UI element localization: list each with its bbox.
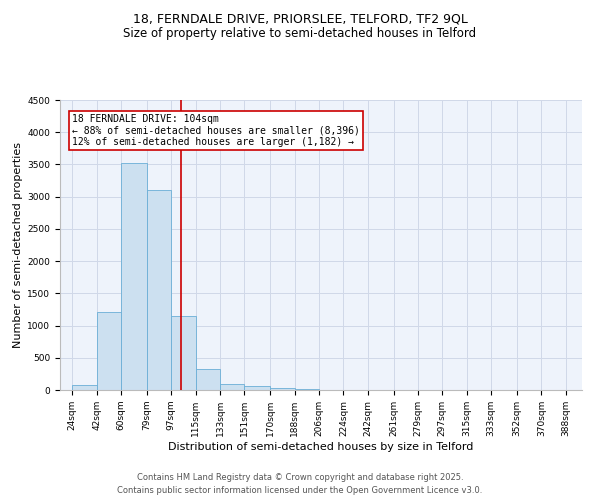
Text: Distribution of semi-detached houses by size in Telford: Distribution of semi-detached houses by … bbox=[169, 442, 473, 452]
Text: 18 FERNDALE DRIVE: 104sqm
← 88% of semi-detached houses are smaller (8,396)
12% : 18 FERNDALE DRIVE: 104sqm ← 88% of semi-… bbox=[72, 114, 360, 148]
Bar bbox=[72, 385, 97, 390]
Text: Contains HM Land Registry data © Crown copyright and database right 2025.
Contai: Contains HM Land Registry data © Crown c… bbox=[118, 474, 482, 495]
Bar bbox=[97, 312, 121, 390]
Bar bbox=[147, 190, 171, 390]
Bar bbox=[121, 163, 147, 390]
Bar bbox=[244, 386, 270, 390]
Bar bbox=[196, 368, 220, 390]
Bar bbox=[220, 384, 244, 390]
Bar bbox=[171, 316, 196, 390]
Text: Size of property relative to semi-detached houses in Telford: Size of property relative to semi-detach… bbox=[124, 28, 476, 40]
Bar bbox=[270, 388, 295, 390]
Y-axis label: Number of semi-detached properties: Number of semi-detached properties bbox=[13, 142, 23, 348]
Text: 18, FERNDALE DRIVE, PRIORSLEE, TELFORD, TF2 9QL: 18, FERNDALE DRIVE, PRIORSLEE, TELFORD, … bbox=[133, 12, 467, 26]
